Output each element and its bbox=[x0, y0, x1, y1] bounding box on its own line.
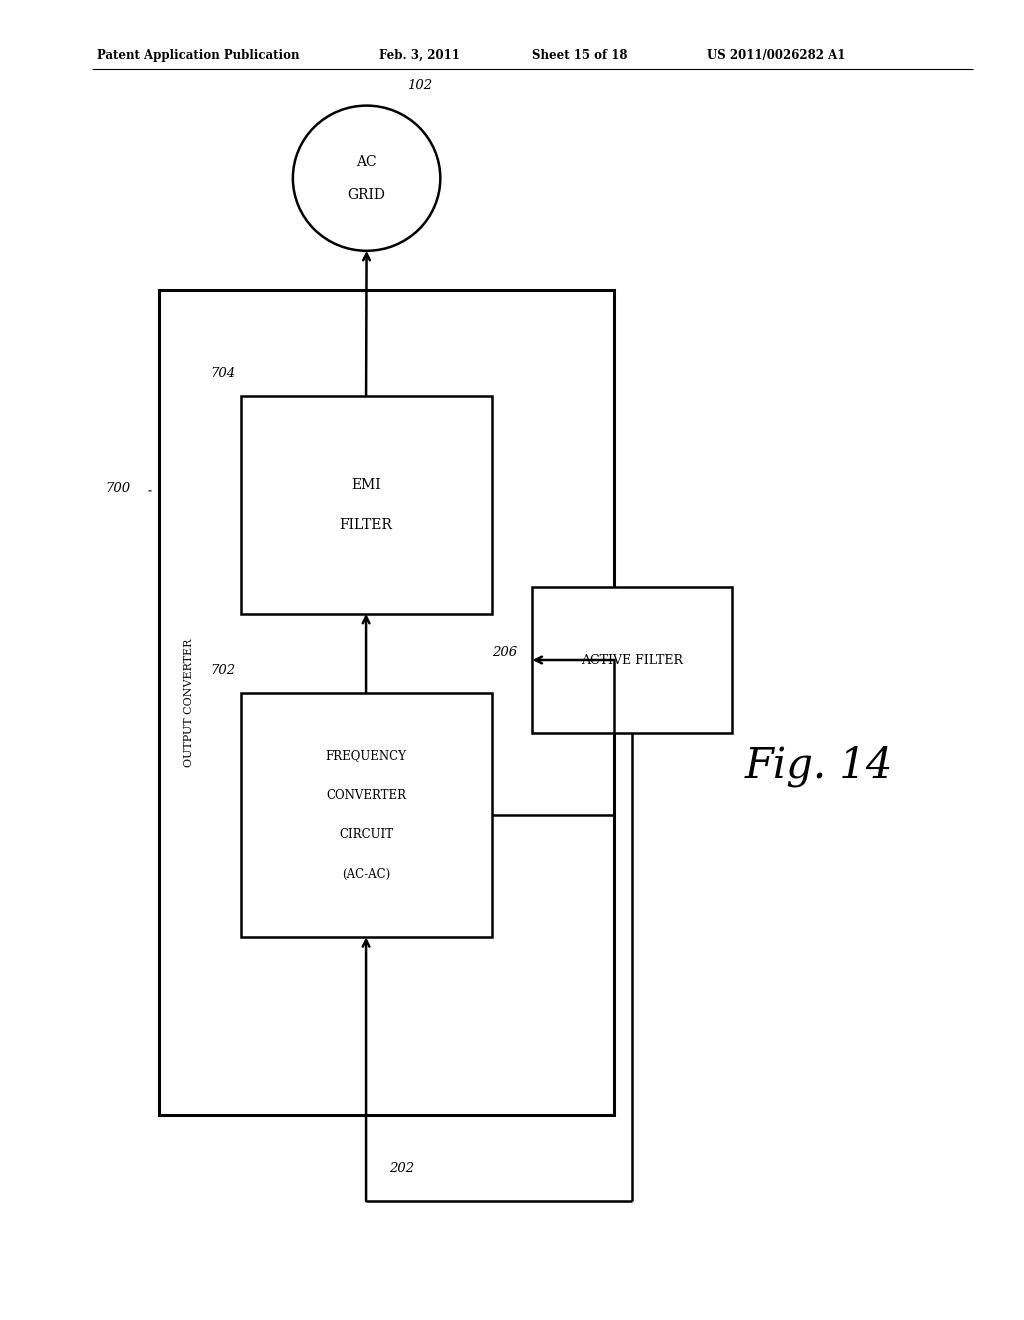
Text: OUTPUT CONVERTER: OUTPUT CONVERTER bbox=[184, 639, 195, 767]
Text: Sheet 15 of 18: Sheet 15 of 18 bbox=[532, 49, 628, 62]
Text: GRID: GRID bbox=[348, 187, 385, 202]
Text: 202: 202 bbox=[389, 1162, 414, 1175]
Text: Patent Application Publication: Patent Application Publication bbox=[97, 49, 300, 62]
Text: EMI: EMI bbox=[351, 478, 381, 492]
Bar bbox=[241, 396, 492, 614]
Text: AC: AC bbox=[356, 154, 377, 169]
Text: (AC-AC): (AC-AC) bbox=[342, 869, 390, 880]
Text: FILTER: FILTER bbox=[340, 517, 392, 532]
Text: US 2011/0026282 A1: US 2011/0026282 A1 bbox=[707, 49, 845, 62]
Text: 702: 702 bbox=[210, 664, 236, 677]
Text: 102: 102 bbox=[408, 79, 432, 92]
Text: ACTIVE FILTER: ACTIVE FILTER bbox=[582, 653, 683, 667]
Text: 704: 704 bbox=[210, 367, 236, 380]
Text: 206: 206 bbox=[492, 647, 517, 659]
Text: 700: 700 bbox=[104, 482, 130, 495]
Text: Fig. 14: Fig. 14 bbox=[745, 744, 893, 787]
Text: CONVERTER: CONVERTER bbox=[326, 789, 407, 801]
Bar bbox=[159, 290, 614, 1115]
Text: FREQUENCY: FREQUENCY bbox=[326, 750, 407, 762]
Ellipse shape bbox=[293, 106, 440, 251]
Text: Feb. 3, 2011: Feb. 3, 2011 bbox=[379, 49, 460, 62]
Bar bbox=[532, 587, 732, 733]
Bar bbox=[241, 693, 492, 937]
Text: CIRCUIT: CIRCUIT bbox=[339, 829, 393, 841]
